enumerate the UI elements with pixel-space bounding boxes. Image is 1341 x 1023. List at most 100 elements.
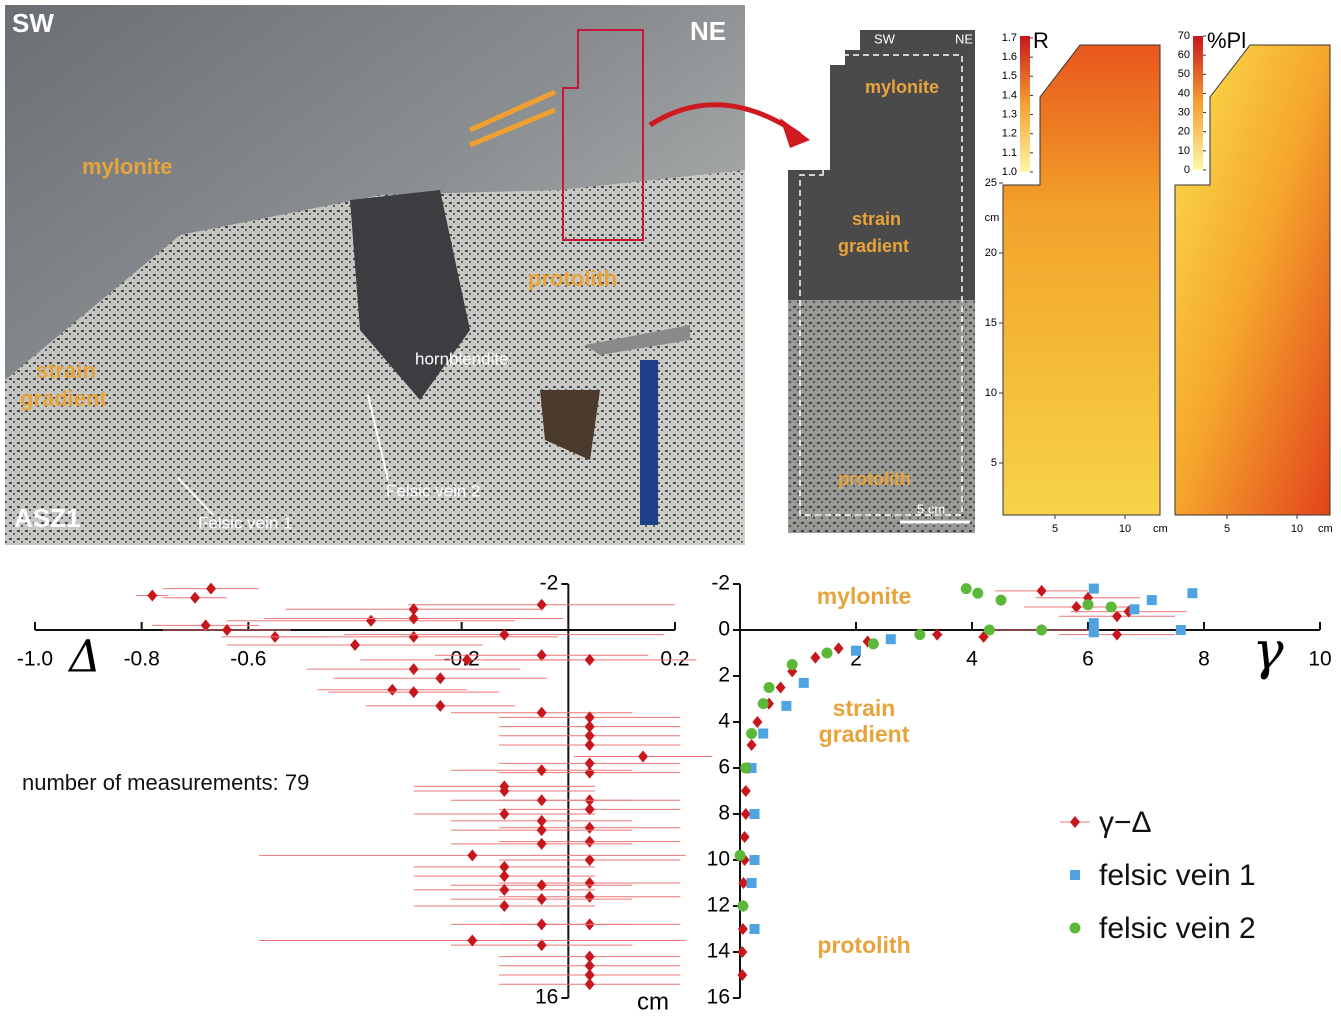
- map-y-tick-label: 10: [985, 387, 997, 399]
- point: [536, 879, 547, 892]
- point: [972, 587, 984, 599]
- point: [749, 924, 760, 934]
- point: [350, 638, 360, 651]
- y-axis-label: cm: [637, 988, 669, 1015]
- y-tick-label: 12: [707, 894, 730, 917]
- y-tick-label: 8: [718, 802, 730, 825]
- photo-label: Felsic vein 1: [198, 513, 292, 532]
- point: [763, 682, 775, 693]
- pl-colorbar: [1193, 36, 1203, 170]
- x-tick-label: 4: [966, 648, 978, 671]
- map-x-tick-label: 5: [1224, 523, 1230, 535]
- point: [536, 824, 547, 837]
- point: [584, 711, 595, 724]
- point: [1071, 601, 1082, 613]
- annotation: mylonite: [817, 583, 912, 609]
- point: [851, 645, 861, 656]
- point: [757, 698, 769, 710]
- point: [1088, 627, 1099, 638]
- point: [536, 893, 547, 906]
- point: [749, 855, 760, 865]
- point: [536, 764, 547, 777]
- x-tick-label: 2: [850, 648, 862, 671]
- legend-marker: [1070, 870, 1080, 880]
- r-colorbar: [1020, 36, 1030, 172]
- y-tick-label: 4: [718, 710, 730, 733]
- x-tick-label: -1.0: [17, 648, 53, 671]
- point: [740, 762, 752, 774]
- point: [775, 681, 786, 694]
- colorbar-tick-label: 1.6: [1002, 51, 1017, 63]
- point: [833, 642, 844, 655]
- y-tick-label: -2: [711, 572, 730, 595]
- point: [737, 900, 749, 912]
- photo-label: NE: [690, 16, 726, 46]
- point: [408, 663, 419, 676]
- point: [1036, 624, 1048, 636]
- point: [752, 716, 763, 728]
- colorbar-tick-label: 1.7: [1002, 32, 1017, 44]
- point: [746, 878, 757, 888]
- legend-label: felsic vein 1: [1099, 859, 1256, 892]
- legend-label: felsic vein 2: [1099, 912, 1256, 945]
- point: [584, 835, 595, 848]
- colorbar-title: R: [1033, 28, 1049, 53]
- point: [499, 900, 510, 912]
- colorbar-tick-label: 70: [1178, 30, 1190, 42]
- point: [499, 808, 510, 820]
- point: [462, 653, 472, 666]
- annotation: gradient: [819, 721, 910, 747]
- point: [1112, 628, 1122, 641]
- strip-label: gradient: [838, 236, 909, 256]
- pl-map: [1174, 44, 1331, 516]
- point: [536, 814, 547, 827]
- photo-label: SW: [12, 8, 54, 38]
- point: [435, 699, 446, 712]
- point: [1105, 601, 1117, 613]
- point: [584, 890, 595, 903]
- annotation: strain: [833, 695, 896, 721]
- strip-label: NE: [955, 31, 973, 46]
- map-y-tick-label: 15: [985, 317, 997, 329]
- axis-unit: cm: [985, 212, 1000, 224]
- map-x-tick-label: 5: [1052, 523, 1058, 535]
- x-tick-label: -0.6: [230, 648, 266, 671]
- point: [1112, 610, 1122, 623]
- point: [408, 612, 419, 625]
- point: [499, 860, 510, 873]
- strip-label: 5 cm: [917, 501, 945, 516]
- point: [536, 706, 547, 719]
- y-tick-label: 2: [718, 664, 730, 687]
- map-y-tick-label: 25: [985, 177, 997, 189]
- point: [147, 589, 158, 602]
- point: [536, 598, 547, 611]
- point: [1187, 588, 1198, 599]
- point: [536, 918, 547, 931]
- point: [584, 821, 595, 834]
- x-tick-label: 6: [1082, 648, 1094, 671]
- colorbar-tick-label: 60: [1178, 49, 1190, 61]
- strip-label: mylonite: [865, 77, 939, 97]
- colorbar-tick-label: 1.5: [1002, 70, 1017, 82]
- r-map: [1002, 44, 1161, 516]
- point: [408, 603, 419, 616]
- point: [366, 614, 376, 627]
- point: [1088, 583, 1099, 594]
- y-tick-label: 14: [707, 940, 731, 963]
- point: [584, 720, 595, 733]
- photo-label: protolith: [528, 266, 617, 291]
- point: [740, 808, 751, 820]
- colorbar-tick-label: 1.0: [1002, 166, 1017, 178]
- point: [867, 638, 879, 650]
- point: [584, 739, 595, 751]
- map-y-tick-label: 20: [985, 247, 997, 259]
- point: [584, 803, 595, 816]
- x-tick-label: -0.8: [124, 648, 160, 671]
- point: [435, 672, 446, 685]
- x-tick-label: 10: [1308, 648, 1331, 671]
- point: [786, 659, 798, 670]
- y-tick-label: 6: [718, 756, 730, 779]
- point: [222, 624, 232, 636]
